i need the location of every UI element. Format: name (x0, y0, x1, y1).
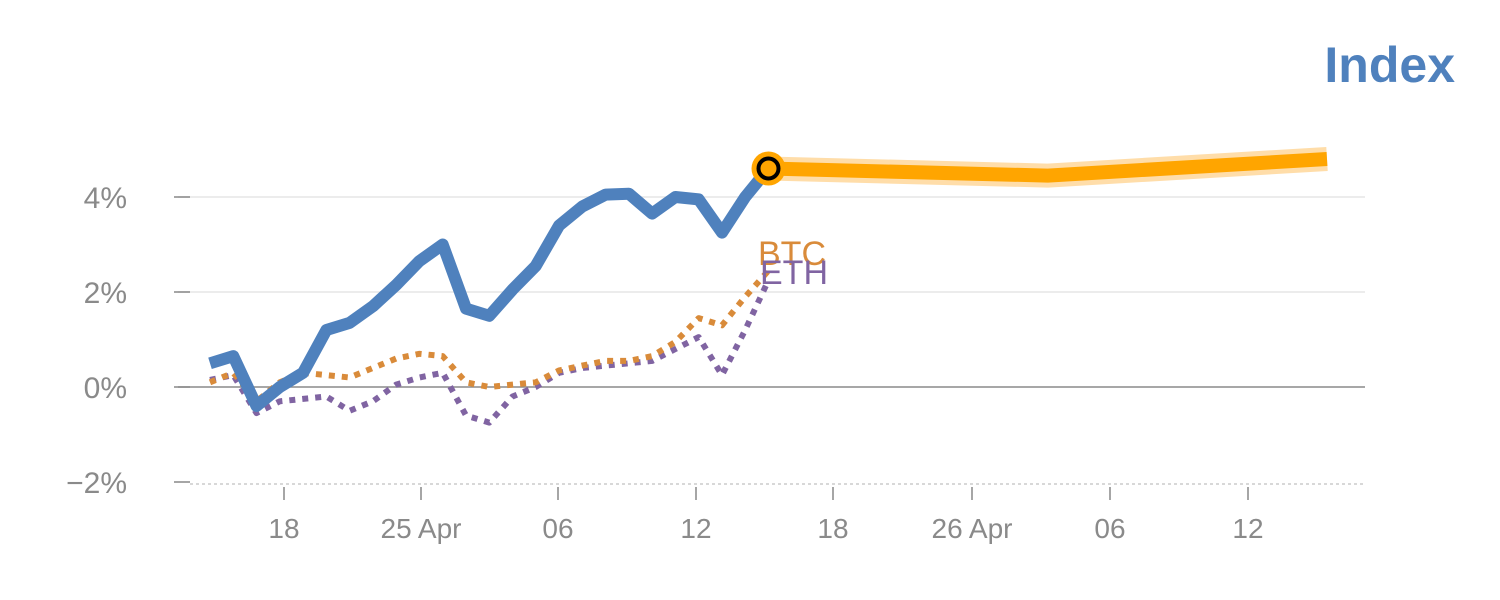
x-tick-label: 26 Apr (932, 513, 1013, 544)
grid-layer (178, 196, 1365, 485)
last-point-marker (756, 156, 781, 181)
y-tick-label: 4% (84, 182, 127, 215)
series-layer (208, 147, 1328, 426)
eth-series-label: ETH (760, 254, 828, 292)
y-tick-label: −2% (66, 467, 127, 500)
index-series-line (208, 164, 774, 412)
projection-line (768, 152, 1328, 183)
x-tick-label: 25 Apr (381, 513, 462, 544)
y-tick-label: 0% (84, 372, 127, 405)
x-tick-label: 12 (1232, 513, 1263, 544)
x-tick-label: 18 (817, 513, 848, 544)
legend: BTC ETH (758, 235, 828, 292)
x-tick-label: 12 (680, 513, 711, 544)
eth-series-line (209, 278, 772, 426)
btc-series-label: BTC (758, 235, 826, 273)
x-tick-label: 18 (268, 513, 299, 544)
chart-title: Index (1324, 37, 1455, 93)
y-tick-label: 2% (84, 277, 127, 310)
x-axis: 18 25 Apr 06 12 18 26 Apr 06 12 (268, 487, 1264, 544)
x-tick-label: 06 (542, 513, 573, 544)
y-axis: −2% 0% 2% 4% (66, 182, 190, 500)
x-tick-label: 06 (1094, 513, 1125, 544)
